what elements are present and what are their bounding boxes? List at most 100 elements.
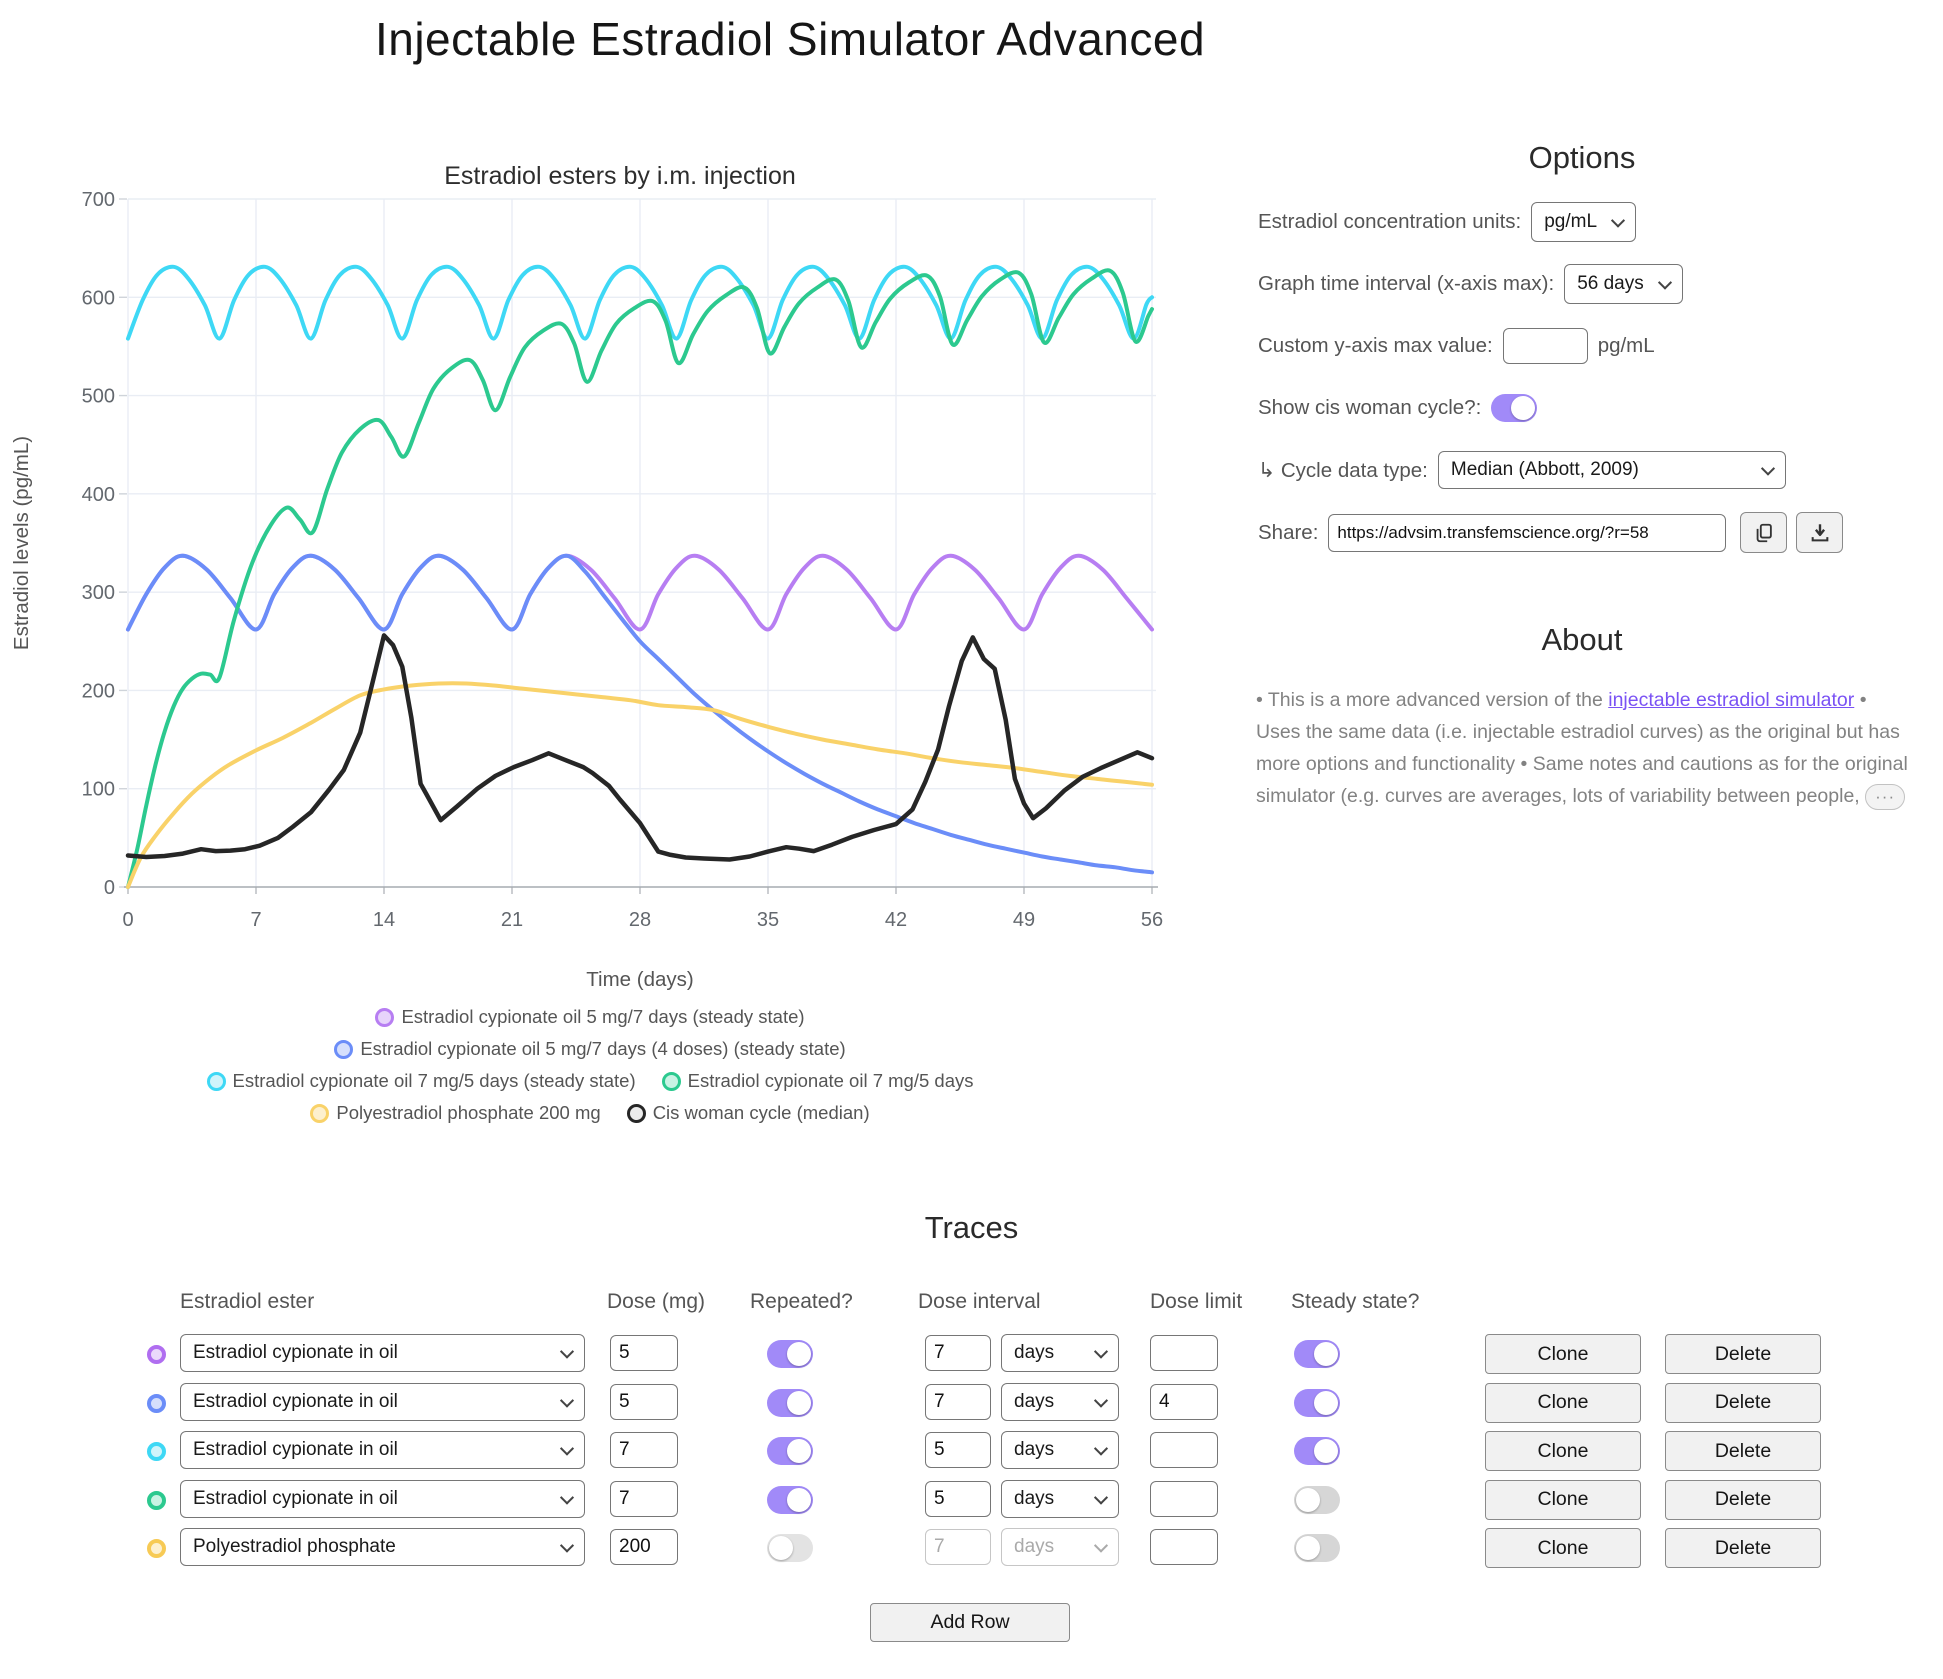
simulator-link[interactable]: injectable estradiol simulator: [1608, 689, 1855, 711]
repeated-toggle[interactable]: [767, 1534, 813, 1563]
clone-button[interactable]: Clone: [1485, 1334, 1641, 1374]
interval-input[interactable]: [925, 1529, 991, 1566]
y-tick-label: 0: [104, 877, 115, 899]
series-line-3: [126, 268, 1154, 889]
steady-state-toggle[interactable]: [1294, 1388, 1340, 1417]
chevron-down-icon: [559, 1538, 575, 1554]
clone-button[interactable]: Clone: [1485, 1431, 1641, 1472]
options-heading: Options: [1528, 140, 1636, 175]
col-header-steady: Steady state?: [1291, 1290, 1420, 1313]
ymax-input[interactable]: [1502, 328, 1588, 364]
copy-button[interactable]: [1740, 512, 1788, 553]
dose-limit-input[interactable]: [1150, 1383, 1218, 1420]
legend-item[interactable]: Estradiol cypionate oil 7 mg/5 days: [661, 1070, 974, 1092]
legend-label: Cis woman cycle (median): [652, 1102, 870, 1123]
expand-ellipsis-button[interactable]: ···: [1865, 784, 1906, 810]
x-tick-label: 7: [250, 909, 261, 931]
ester-select[interactable]: Polyestradiol phosphate: [180, 1528, 585, 1567]
y-tick-label: 500: [82, 386, 115, 408]
col-header-interval: Dose interval: [918, 1290, 1041, 1313]
legend-label: Estradiol cypionate oil 5 mg/7 days (ste…: [401, 1006, 805, 1027]
interval-unit-select[interactable]: days: [1001, 1479, 1119, 1518]
delete-button[interactable]: Delete: [1665, 1479, 1821, 1520]
show-cycle-toggle[interactable]: [1491, 394, 1538, 422]
toggle-knob: [787, 1390, 811, 1415]
dose-input[interactable]: [610, 1529, 678, 1566]
chevron-down-icon: [1760, 461, 1775, 476]
steady-state-toggle[interactable]: [1294, 1485, 1340, 1514]
chevron-down-icon: [559, 1441, 575, 1456]
show-cycle-label: Show cis woman cycle?:: [1258, 396, 1482, 419]
steady-state-toggle[interactable]: [1294, 1437, 1340, 1466]
dose-limit-input[interactable]: [1150, 1335, 1218, 1371]
repeated-toggle[interactable]: [767, 1485, 813, 1514]
steady-state-toggle[interactable]: [1294, 1340, 1340, 1368]
dose-input[interactable]: [610, 1480, 678, 1517]
repeated-toggle[interactable]: [767, 1388, 813, 1417]
ester-select-value: Estradiol cypionate in oil: [193, 1342, 398, 1363]
col-header-limit: Dose limit: [1150, 1290, 1243, 1313]
dose-input[interactable]: [610, 1383, 678, 1420]
dose-input[interactable]: [610, 1432, 678, 1469]
x-tick-label: 14: [373, 909, 395, 931]
delete-button[interactable]: Delete: [1665, 1334, 1821, 1374]
legend-marker-icon: [206, 1071, 226, 1091]
share-row: Share:: [1258, 512, 1932, 553]
interval-unit-select[interactable]: days: [1001, 1382, 1119, 1421]
clone-button[interactable]: Clone: [1485, 1528, 1641, 1569]
x-tick-label: 0: [122, 909, 133, 931]
download-button[interactable]: [1796, 512, 1844, 553]
time-interval-row: Graph time interval (x-axis max): 56 day…: [1258, 264, 1932, 304]
ester-select[interactable]: Estradiol cypionate in oil: [180, 1334, 585, 1372]
interval-unit-select[interactable]: days: [1001, 1528, 1119, 1567]
interval-input[interactable]: [925, 1480, 991, 1517]
y-tick-label: 200: [82, 680, 115, 702]
add-row-button[interactable]: Add Row: [870, 1603, 1070, 1642]
repeated-toggle[interactable]: [767, 1437, 813, 1466]
legend-label: Polyestradiol phosphate 200 mg: [336, 1102, 601, 1123]
delete-button[interactable]: Delete: [1665, 1431, 1821, 1472]
dose-limit-input[interactable]: [1150, 1529, 1218, 1566]
legend-label: Estradiol cypionate oil 7 mg/5 days: [687, 1070, 974, 1091]
series-line-2: [126, 264, 1154, 341]
delete-button[interactable]: Delete: [1665, 1382, 1821, 1423]
interval-input[interactable]: [925, 1383, 991, 1420]
legend-item[interactable]: Estradiol cypionate oil 5 mg/7 days (ste…: [375, 1006, 805, 1028]
legend-item[interactable]: Cis woman cycle (median): [626, 1102, 870, 1124]
chevron-down-icon: [1657, 275, 1672, 290]
dose-limit-input[interactable]: [1150, 1480, 1218, 1517]
about-text-2: • Uses the same data (i.e. injectable es…: [1256, 689, 1908, 807]
legend-item[interactable]: Estradiol cypionate oil 7 mg/5 days (ste…: [206, 1070, 636, 1092]
ester-select-value: Estradiol cypionate in oil: [193, 1439, 398, 1461]
page-title: Injectable Estradiol Simulator Advanced: [374, 13, 1206, 65]
cycle-type-select[interactable]: Median (Abbott, 2009): [1437, 451, 1786, 489]
toggle-knob: [787, 1439, 811, 1464]
ester-select[interactable]: Estradiol cypionate in oil: [180, 1431, 585, 1470]
legend-item[interactable]: Polyestradiol phosphate 200 mg: [310, 1102, 601, 1124]
steady-state-toggle[interactable]: [1294, 1534, 1340, 1563]
ester-select[interactable]: Estradiol cypionate in oil: [180, 1479, 585, 1518]
dose-input[interactable]: [610, 1335, 678, 1371]
delete-button[interactable]: Delete: [1665, 1528, 1821, 1569]
dose-limit-input[interactable]: [1150, 1432, 1218, 1469]
legend-row: Estradiol cypionate oil 5 mg/7 days (ste…: [0, 1006, 1180, 1028]
ester-select[interactable]: Estradiol cypionate in oil: [180, 1382, 585, 1421]
legend-marker-icon: [375, 1007, 395, 1027]
time-interval-select[interactable]: 56 days: [1564, 264, 1683, 304]
clone-button[interactable]: Clone: [1485, 1382, 1641, 1423]
units-select[interactable]: pg/mL: [1531, 202, 1637, 242]
repeated-toggle[interactable]: [767, 1340, 813, 1368]
trace-row: Estradiol cypionate in oil days Clone De…: [0, 1476, 1943, 1524]
chevron-down-icon: [559, 1393, 575, 1408]
interval-unit-select[interactable]: days: [1001, 1431, 1119, 1470]
interval-input[interactable]: [925, 1335, 991, 1371]
ester-select-value: Polyestradiol phosphate: [193, 1536, 396, 1558]
units-label: Estradiol concentration units:: [1258, 210, 1522, 233]
interval-unit-select[interactable]: days: [1001, 1334, 1119, 1372]
legend-item[interactable]: Estradiol cypionate oil 5 mg/7 days (4 d…: [334, 1038, 846, 1060]
cycle-type-select-value: Median (Abbott, 2009): [1450, 459, 1639, 480]
share-url-input[interactable]: [1328, 513, 1727, 552]
interval-input[interactable]: [925, 1432, 991, 1469]
clone-button[interactable]: Clone: [1485, 1479, 1641, 1520]
